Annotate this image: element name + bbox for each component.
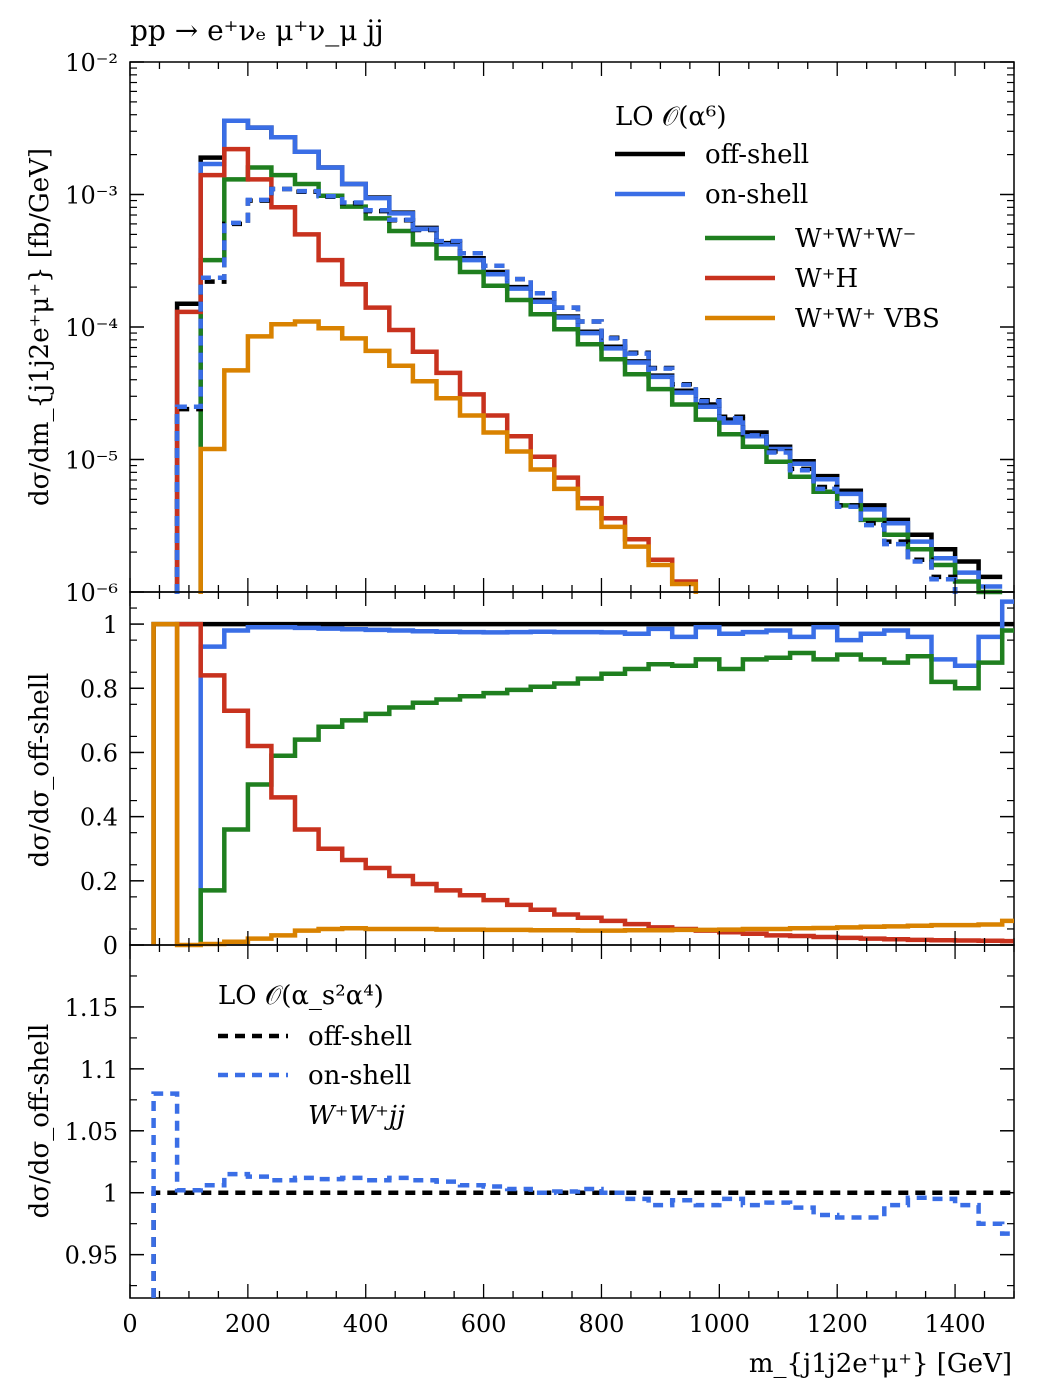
legend-label-vbs: W⁺W⁺ VBS	[795, 304, 940, 334]
middle-series	[151, 599, 1014, 948]
top-tick-label: 10⁻⁴	[65, 314, 118, 342]
top-ticks: 10⁻⁶ 10⁻⁵ 10⁻⁴ 10⁻³ 10⁻²	[65, 49, 1014, 607]
process-label: pp → e⁺νₑ μ⁺ν_μ jj	[130, 14, 384, 47]
bottom-tick-label: 1.05	[65, 1118, 118, 1146]
series-1-2	[198, 628, 1014, 945]
top-legend: LO 𝒪(α⁶) off-shell on-shell W⁺W⁺W⁻ W⁺H W…	[615, 102, 940, 334]
x-tick-label: 1000	[689, 1310, 750, 1338]
legend-label-wh: W⁺H	[795, 264, 858, 294]
bottom-legend-note: W⁺W⁺jj	[308, 1101, 405, 1131]
bottom-panel: dσ/dσ_off-shell 0.95 1 1.05 1.1 1.15 LO 𝒪(α_…	[25, 944, 1015, 1299]
bottom-ticks: 0.95 1 1.05 1.1 1.15	[65, 975, 1014, 1287]
bottom-tick-label: 1.1	[80, 1056, 118, 1084]
bottom-legend: LO 𝒪(α_s²α⁴) off-shell on-shell W⁺W⁺jj	[218, 981, 412, 1131]
series-0-4	[198, 319, 699, 594]
x-tick-label: 200	[225, 1310, 271, 1338]
legend-label-www: W⁺W⁺W⁻	[795, 224, 916, 254]
top-ylabel: dσ/dm_{j1j2e⁺μ⁺} [fb/GeV]	[25, 148, 55, 506]
middle-panel-frame	[129, 591, 1015, 946]
series-0-3	[174, 146, 699, 594]
x-axis-ticks: 0 200 400 600 800 1000 1200 1400	[122, 62, 1015, 1338]
middle-ylabel: dσ/dσ_off-shell	[25, 673, 55, 868]
x-tick-label: 600	[461, 1310, 507, 1338]
x-tick-label: 1200	[807, 1310, 868, 1338]
series-1-0	[151, 621, 1014, 945]
bottom-ylabel: dσ/dσ_off-shell	[25, 1024, 55, 1219]
bottom-series	[151, 1091, 1014, 1298]
legend-label-on-shell: on-shell	[705, 180, 808, 210]
middle-tick-label: 0.4	[80, 804, 118, 832]
x-tick-label: 0	[122, 1310, 137, 1338]
x-tick-label: 1400	[925, 1310, 986, 1338]
series-1-3	[174, 621, 1014, 945]
top-panel: dσ/dm_{j1j2e⁺μ⁺} [fb/GeV] 10⁻⁶10⁻⁵10⁻⁴10…	[25, 49, 1015, 607]
top-tick-label: 10⁻⁵	[65, 447, 118, 475]
series-0-6	[174, 186, 958, 594]
bottom-tick-label: 1	[103, 1180, 118, 1208]
middle-tick-label: 0.2	[80, 868, 118, 896]
bottom-legend-label-off-shell: off-shell	[308, 1022, 412, 1052]
middle-tick-label: 1	[103, 611, 118, 639]
middle-tick-label: 0	[103, 932, 118, 960]
x-tick-label: 800	[579, 1310, 625, 1338]
series-1-1	[198, 599, 1014, 945]
x-tick-label: 400	[343, 1310, 389, 1338]
bottom-legend-label-on-shell: on-shell	[308, 1061, 411, 1091]
middle-ticks: 0 0.2 0.4 0.6 0.8 1	[80, 607, 1014, 960]
series-1-4	[151, 621, 1014, 948]
top-tick-label: 10⁻⁶	[65, 579, 118, 607]
legend-label-off-shell: off-shell	[705, 140, 809, 170]
middle-tick-label: 0.8	[80, 675, 118, 703]
top-series	[174, 118, 1003, 595]
top-tick-label: 10⁻²	[65, 49, 118, 77]
top-legend-title: LO 𝒪(α⁶)	[615, 102, 727, 132]
x-axis-label: m_{j1j2e⁺μ⁺} [GeV]	[749, 1349, 1012, 1379]
middle-panel: dσ/dσ_off-shell 0 0.2 0.4 0.6 0.8 1	[25, 591, 1015, 960]
series-2-1	[151, 1091, 1014, 1298]
bottom-tick-label: 1.15	[65, 994, 118, 1022]
top-tick-label: 10⁻³	[65, 182, 118, 210]
bottom-legend-title: LO 𝒪(α_s²α⁴)	[218, 981, 384, 1011]
middle-tick-label: 0.6	[80, 739, 118, 767]
bottom-tick-label: 0.95	[65, 1242, 118, 1270]
